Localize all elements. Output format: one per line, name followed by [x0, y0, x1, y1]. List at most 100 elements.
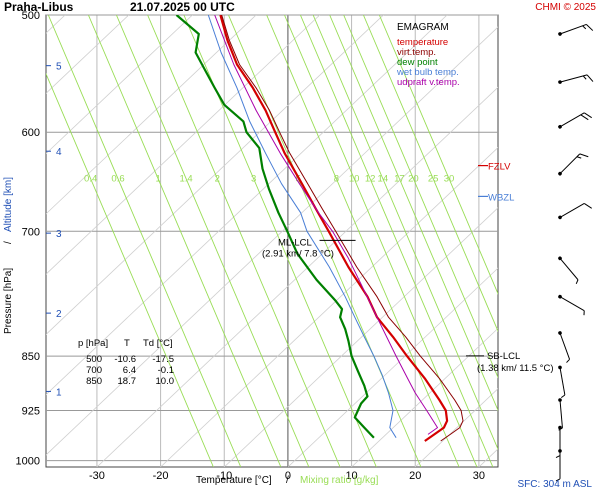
station-title: Praha-Libus — [4, 0, 74, 14]
wind-barb — [558, 23, 594, 36]
wind-barb-staff — [559, 112, 585, 128]
mixing-ratio-label: 14 — [378, 174, 389, 185]
mixing-ratio-labels: 0.4 0.6 1 1.4 2 3 5 8 10 12 14 17 20 25 30 — [84, 174, 454, 185]
p-tick-label: 925 — [22, 405, 40, 417]
y-axis-label: Pressure [hPa] — [3, 268, 14, 334]
mixing-ratio-label: 0.6 — [111, 174, 124, 185]
table-cell: 10.0 — [156, 376, 175, 387]
mixing-ratio-line — [266, 15, 460, 467]
wind-barb-flag — [586, 74, 594, 82]
wind-barb-staff — [559, 202, 585, 218]
wind-barb-staff — [559, 367, 566, 396]
datetime-title: 21.07.2025 00 UTC — [130, 0, 235, 14]
series-udpraft-v-temp — [214, 15, 438, 435]
x-tick-label: -30 — [89, 470, 105, 482]
wind-barb-flag — [579, 153, 589, 158]
table-cell: 850 — [86, 376, 102, 387]
legend-dew-point: dew point — [397, 57, 438, 68]
mixing-ratio-label: 3 — [251, 174, 256, 185]
altitude-label: 5 — [56, 62, 62, 73]
wind-barb — [558, 365, 566, 399]
sb-lcl-value: (1.38 km/ 11.5 °C) — [477, 363, 553, 374]
mixing-ratio-label: 2 — [215, 174, 220, 185]
legend-temperature: temperature — [397, 37, 448, 48]
wind-barb-flag — [583, 202, 592, 209]
wind-barb-half — [583, 310, 585, 316]
ml-lcl-value: (2.91 km/ 7.8 °C) — [262, 248, 334, 259]
legend-wet-bulb: wet bulb temp. — [396, 67, 459, 78]
dry-adiabat-line — [287, 267, 498, 467]
table-cell: -10.6 — [114, 354, 136, 365]
sb-lcl-label: SB-LCL — [487, 351, 520, 362]
mixing-ratio-label: 1.4 — [180, 174, 193, 185]
fzlv-label: FZLV — [488, 162, 511, 173]
wind-barb-half — [576, 156, 582, 159]
series-dew-point — [175, 15, 375, 439]
mixing-ratio-line — [147, 15, 341, 467]
mixing-ratio-line — [284, 15, 478, 467]
wind-barb-half — [575, 279, 579, 285]
mixing-ratio-label: 12 — [365, 174, 376, 185]
mixing-ratio-line — [46, 72, 214, 467]
mixing-ratio-line — [378, 15, 498, 295]
wind-barb-half — [555, 478, 561, 482]
table-header-t: T — [124, 338, 130, 349]
series-virt-temp — [221, 15, 464, 442]
table-cell: 500 — [86, 354, 102, 365]
legend: EMAGRAM temperature virt.temp. dew point… — [396, 22, 460, 88]
altitude-label: 2 — [56, 309, 62, 320]
x-tick-label: 20 — [409, 470, 421, 482]
mixing-ratio-lines — [46, 15, 498, 467]
mixing-ratio-line — [47, 15, 242, 467]
chart-title: EMAGRAM — [397, 22, 449, 33]
wind-barb — [558, 74, 594, 84]
altitude-label: 1 — [56, 387, 62, 398]
table-cell: 6.4 — [123, 365, 136, 376]
y-axis-label-altitude: Altitude [km] — [3, 177, 14, 232]
mixing-ratio-label: 0.4 — [84, 174, 97, 185]
wind-barb — [555, 449, 562, 482]
mixing-ratio-line — [329, 15, 498, 412]
p-tick-label: 1000 — [16, 456, 40, 468]
p-tick-label: 500 — [22, 10, 40, 22]
dry-adiabat-line — [46, 26, 498, 456]
wind-barb — [558, 153, 589, 176]
wind-barb-staff — [559, 332, 571, 360]
mixing-ratio-line — [312, 15, 498, 451]
table-cell: 18.7 — [118, 376, 137, 387]
table-cell: 700 — [86, 365, 102, 376]
x-axis-separator: / — [286, 475, 289, 486]
wind-barb — [558, 256, 579, 285]
dry-adiabat-line — [414, 388, 498, 467]
x-axis-label: Temperature [°C] — [196, 475, 272, 486]
wind-barb-half — [555, 455, 561, 459]
wind-barb-flag — [585, 24, 594, 31]
mixing-ratio-label: 1 — [155, 174, 160, 185]
x-tick-label: 10 — [345, 470, 357, 482]
sounding-series — [175, 15, 464, 442]
mixing-ratio-line — [87, 15, 282, 467]
ml-lcl-label: ML-LCL — [278, 237, 312, 248]
annotations: ML-LCL(2.91 km/ 7.8 °C) SB-LCL(1.38 km/ 1… — [262, 162, 553, 374]
y-axis-title: Pressure [hPa] / Altitude [km] — [3, 177, 14, 334]
wbzl-label: WBZL — [488, 192, 514, 203]
wind-barb-staff — [559, 257, 579, 281]
series-temperature — [219, 15, 449, 442]
grid — [46, 14, 498, 467]
x-axis-title: Temperature [°C] / Mixing ratio [g/kg] — [196, 475, 379, 486]
altitude-label: 4 — [56, 147, 62, 158]
wind-barb-staff — [559, 399, 563, 428]
p-tick-label: 600 — [22, 127, 40, 139]
mixing-ratio-line — [228, 15, 422, 467]
wind-barb-half — [566, 358, 570, 363]
wind-barb-staff — [559, 153, 581, 175]
dry-adiabat-line — [46, 15, 321, 275]
mixing-ratio-label: 10 — [349, 174, 360, 185]
wind-barb — [558, 202, 592, 220]
x-tick-label: 0 — [285, 470, 291, 482]
mixing-ratio-label: 30 — [444, 174, 455, 185]
p-tick-label: 700 — [22, 226, 40, 238]
table-header-p: p [hPa] — [78, 338, 108, 349]
wind-barb-half — [582, 75, 587, 80]
